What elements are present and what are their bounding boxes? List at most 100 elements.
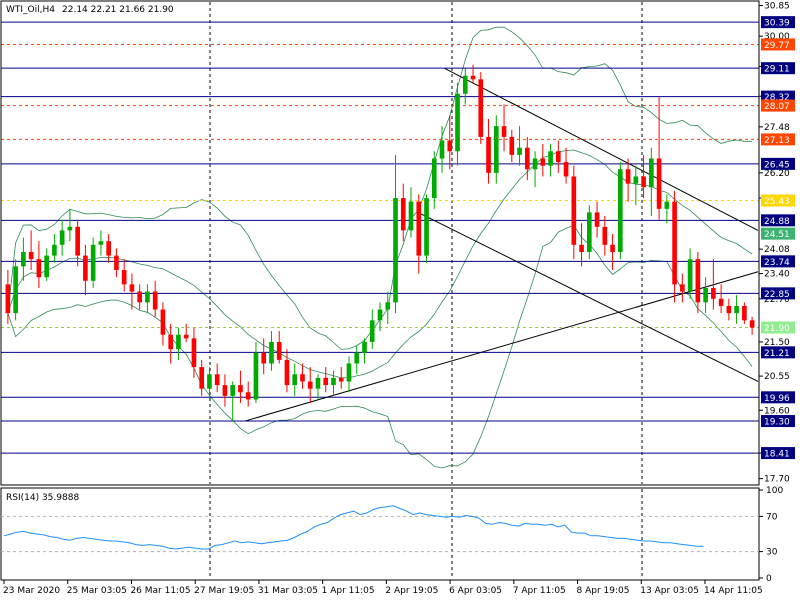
candle-body-0 (5, 284, 11, 314)
price-tick-label-1: 30.00 (764, 32, 790, 42)
candle-body-43 (338, 377, 344, 382)
candle-body-37 (292, 374, 298, 386)
candle-body-66 (517, 147, 522, 155)
candle-body-76 (594, 212, 600, 227)
time-tick-label-1: 25 Mar 03:05 (67, 586, 127, 596)
candle-body-60 (470, 75, 476, 80)
candle-body-59 (462, 75, 468, 94)
candle-body-32 (253, 352, 259, 400)
header-symbol: WTI_Oil,H4 (6, 5, 55, 15)
candle-body-26 (207, 374, 212, 389)
rsi-line (3, 505, 704, 550)
level-tag-12 (761, 321, 795, 334)
level-tag-9 (761, 227, 795, 240)
candle-body-73 (571, 176, 577, 245)
candle-body-89 (695, 259, 701, 303)
candle-body-44 (346, 363, 352, 382)
time-tick-label-5: 1 Apr 11:05 (322, 586, 375, 596)
level-tag-label-11: 22.85 (764, 290, 790, 300)
candle-body-41 (323, 377, 329, 386)
candle-body-5 (44, 255, 49, 278)
candle-body-6 (52, 244, 57, 256)
rsi-grid (1, 489, 759, 579)
level-tag-13 (761, 346, 795, 359)
header-ohlc: 22.14 22.21 21.66 21.90 (62, 5, 174, 15)
candle-body-11 (90, 244, 96, 281)
candle-body-47 (369, 320, 375, 342)
candle-body-15 (121, 269, 127, 285)
candle-body-72 (563, 162, 569, 177)
price-tick-label-11: 20.55 (764, 372, 790, 382)
level-tag-label-14: 19.96 (764, 394, 790, 404)
candle-body-24 (191, 338, 197, 368)
time-tick-label-9: 8 Apr 19:05 (577, 586, 630, 596)
candle-body-31 (245, 392, 251, 400)
candle-body-56 (439, 140, 445, 159)
level-tag-16 (761, 447, 795, 460)
candle-body-87 (680, 284, 685, 292)
candle-body-57 (447, 140, 453, 152)
candle-body-46 (362, 341, 367, 353)
level-tag-label-7: 25.43 (764, 197, 790, 207)
candle-body-34 (269, 341, 274, 364)
price-tick-label-4: 27.48 (764, 123, 790, 133)
candle-body-2 (21, 251, 26, 267)
candle-body-52 (408, 201, 414, 231)
candle-body-48 (377, 309, 383, 321)
price-tick-label-9: 22.70 (764, 295, 790, 305)
candle-body-21 (168, 334, 174, 350)
candle-body-49 (385, 302, 391, 310)
candle-body-23 (183, 334, 189, 339)
level-tag-label-16: 18.41 (764, 450, 790, 460)
main-grid (209, 2, 643, 484)
time-tick-label-8: 7 Apr 11:05 (513, 586, 566, 596)
level-tag-5 (761, 133, 795, 146)
candle-body-27 (214, 374, 220, 386)
candle-body-68 (532, 158, 538, 170)
rsi-tick-label-1: 70 (766, 512, 778, 522)
rsi-panel-frame (0, 487, 760, 581)
candle-body-9 (75, 226, 80, 256)
level-tag-4 (761, 99, 795, 112)
candle-body-80 (625, 169, 631, 184)
rsi-label: RSI(14) 35.9888 (6, 493, 79, 503)
time-tick-label-10: 13 Apr 03:05 (640, 586, 699, 596)
candle-body-29 (230, 385, 236, 396)
level-tag-label-12: 21.90 (764, 324, 790, 334)
candle-body-70 (548, 151, 553, 166)
candle-body-7 (59, 230, 65, 245)
price-tick-label-7: 24.08 (764, 245, 790, 255)
time-tick-label-7: 6 Apr 03:05 (449, 586, 502, 596)
candles (5, 64, 755, 422)
candle-body-64 (501, 126, 507, 137)
rsi-series-line (3, 505, 704, 550)
price-panel-frame (0, 0, 760, 486)
candle-body-12 (98, 241, 104, 245)
candle-body-88 (687, 259, 693, 292)
level-tag-label-8: 24.88 (764, 217, 790, 227)
level-tag-label-9: 24.51 (764, 230, 790, 240)
level-tag-0 (761, 16, 795, 29)
candle-body-20 (160, 309, 166, 335)
candle-body-16 (129, 284, 135, 292)
candle-body-75 (586, 212, 592, 252)
candle-body-74 (579, 244, 584, 252)
candle-body-35 (276, 341, 282, 360)
candle-body-95 (742, 305, 747, 321)
candle-body-33 (261, 352, 267, 364)
rsi-axis: 100 70 30 0 (759, 486, 783, 584)
trendline-2 (417, 211, 759, 382)
candle-body-81 (633, 176, 639, 184)
level-tag-label-3: 28.32 (764, 93, 790, 103)
candle-body-22 (176, 334, 181, 350)
candle-body-92 (718, 298, 724, 306)
level-tag-10 (761, 255, 795, 268)
time-tick-label-6: 2 Apr 19:05 (385, 586, 438, 596)
time-tick-label-2: 26 Mar 11:05 (130, 586, 190, 596)
level-tag-label-4: 28.07 (764, 102, 790, 112)
level-tag-label-6: 26.45 (764, 160, 790, 170)
candle-body-25 (199, 367, 205, 389)
candle-body-54 (424, 198, 429, 256)
price-tick-label-8: 23.40 (764, 270, 790, 280)
